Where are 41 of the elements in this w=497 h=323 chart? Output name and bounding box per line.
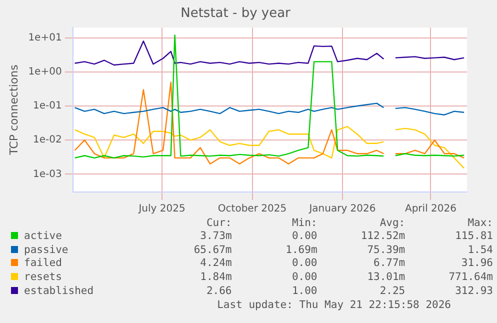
text: Cur: xyxy=(205,217,233,230)
x-tick-label: October 2025 xyxy=(218,204,287,215)
y-tick-label: 1e-02 xyxy=(32,134,62,146)
legend-label: active xyxy=(24,230,62,242)
y-tick-label: 1e-01 xyxy=(32,100,62,112)
y-tick-label: 1e-03 xyxy=(32,168,62,180)
text: 1.69m xyxy=(284,244,318,258)
text: 4.24m xyxy=(199,257,233,272)
text: 3.73m xyxy=(199,230,233,244)
text: 771.64m xyxy=(448,271,494,285)
y-tick-label: 1e+01 xyxy=(28,32,62,44)
x-tick-label: July 2025 xyxy=(138,204,186,215)
text: 312.93 xyxy=(454,284,494,299)
legend-label: failed xyxy=(24,257,62,270)
text: 2.25 xyxy=(378,284,406,299)
text: 1.54 xyxy=(466,244,494,258)
text: 75.39m xyxy=(366,244,406,258)
text: Avg: xyxy=(378,217,406,230)
legend-label: established xyxy=(24,284,94,297)
legend-label: resets xyxy=(24,271,62,284)
text: 0.00 xyxy=(290,271,318,285)
text: 0.00 xyxy=(290,257,318,272)
text: 1.00 xyxy=(290,284,318,299)
legend-label: passive xyxy=(24,244,68,256)
text: 65.67m xyxy=(192,244,233,258)
text: Min: xyxy=(290,217,318,230)
text: 0.00 xyxy=(290,230,318,244)
text: 6.77m xyxy=(372,257,406,272)
y-tick-label: 1e+00 xyxy=(28,66,62,78)
text: 115.81 xyxy=(454,230,494,244)
y-axis-title: TCP connections xyxy=(7,64,20,156)
text: Max: xyxy=(466,217,494,230)
text: 31.96 xyxy=(460,257,494,272)
text: 1.84m xyxy=(199,271,233,285)
text: Last update: Thu May 21 22:15:58 2026 xyxy=(216,298,452,311)
x-tick-label: January 2026 xyxy=(308,204,376,215)
chart-title: Netstat - by year xyxy=(180,6,292,22)
text: 2.66 xyxy=(205,284,233,299)
text: 112.52m xyxy=(360,230,406,244)
text: 13.01m xyxy=(366,271,406,285)
x-tick-label: April 2026 xyxy=(404,204,456,215)
